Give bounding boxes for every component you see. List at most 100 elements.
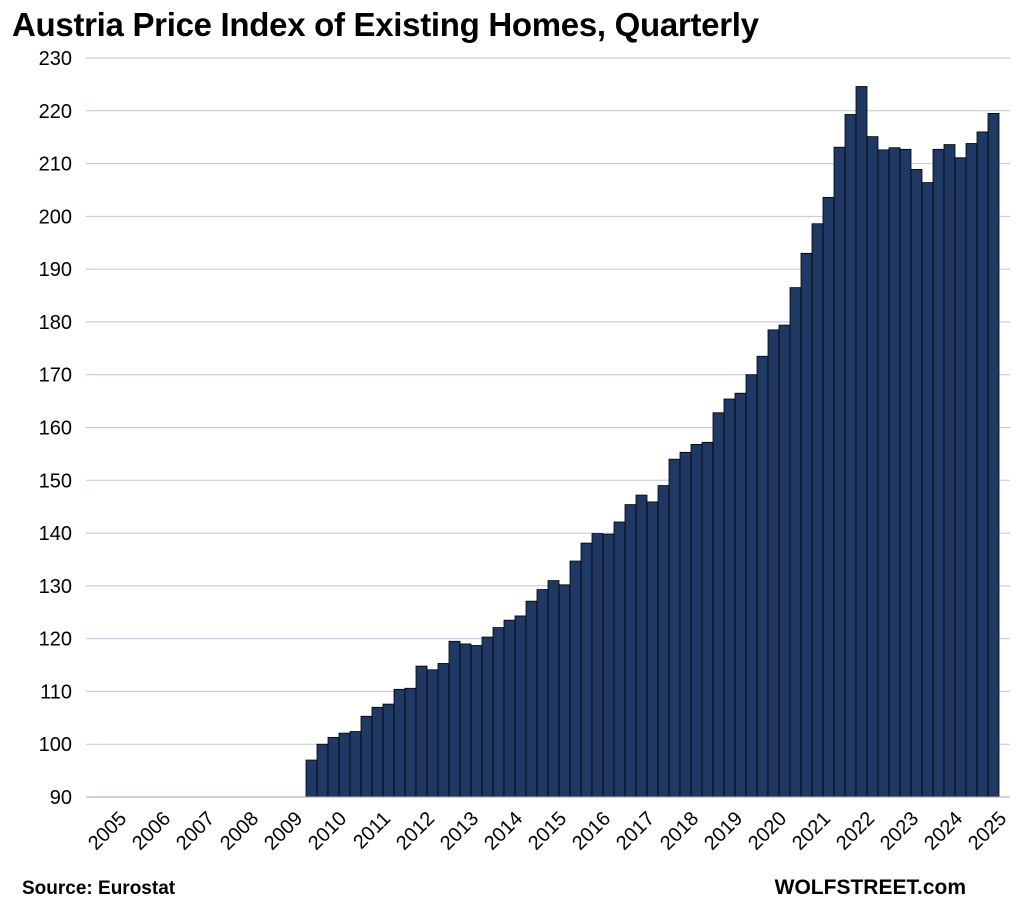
- x-tick-label: 2024: [920, 808, 967, 855]
- bar: [701, 441, 714, 798]
- bar: [316, 743, 329, 798]
- bar: [833, 146, 846, 798]
- bar: [459, 643, 472, 798]
- bar: [690, 443, 703, 798]
- bar: [734, 392, 747, 798]
- bar: [899, 148, 912, 798]
- y-tick-label: 150: [39, 470, 72, 492]
- x-tick-label: 2022: [832, 808, 879, 855]
- x-tick-label: 2025: [964, 808, 1011, 855]
- bar: [547, 580, 560, 798]
- y-tick-label: 120: [39, 629, 72, 651]
- x-tick-label: 2023: [876, 808, 923, 855]
- credit-note: WOLFSTREET.com: [774, 876, 966, 899]
- bar: [756, 355, 769, 798]
- bar: [646, 501, 659, 798]
- bar: [514, 615, 527, 798]
- x-axis-tick-labels: 2005200620072008200920102011201220132014…: [84, 808, 1011, 855]
- x-tick-label: 2005: [84, 808, 131, 855]
- x-tick-label: 2021: [788, 808, 835, 855]
- bar: [393, 688, 406, 798]
- bar: [789, 287, 802, 798]
- bar: [767, 329, 780, 798]
- y-tick-label: 140: [39, 523, 72, 545]
- bar: [371, 706, 384, 798]
- bar: [976, 131, 989, 798]
- bar: [635, 494, 648, 798]
- bar: [745, 374, 758, 798]
- bar: [492, 627, 505, 798]
- x-tick-label: 2007: [172, 808, 219, 855]
- y-tick-label: 230: [39, 48, 72, 70]
- bar: [778, 324, 791, 798]
- bar: [954, 157, 967, 798]
- x-tick-label: 2012: [392, 808, 439, 855]
- x-tick-label: 2009: [260, 808, 307, 855]
- source-note: Source: Eurostat: [22, 878, 176, 899]
- bar: [448, 640, 461, 798]
- bar: [679, 451, 692, 798]
- bar: [613, 521, 626, 798]
- bar: [888, 147, 901, 798]
- x-tick-label: 2017: [612, 808, 659, 855]
- bar: [305, 759, 318, 798]
- x-tick-label: 2016: [568, 808, 615, 855]
- bar: [525, 600, 538, 798]
- bar: [877, 149, 890, 798]
- bar: [844, 114, 857, 798]
- y-tick-label: 170: [39, 365, 72, 387]
- bar: [382, 703, 395, 798]
- bar: [481, 636, 494, 798]
- bar: [668, 458, 681, 798]
- y-tick-label: 100: [39, 734, 72, 756]
- bar: [800, 252, 813, 798]
- y-tick-label: 210: [39, 154, 72, 176]
- bar: [932, 148, 945, 798]
- bar: [437, 663, 450, 798]
- x-tick-label: 2018: [656, 808, 703, 855]
- bar: [591, 533, 604, 798]
- bar: [965, 143, 978, 798]
- bar: [503, 619, 516, 798]
- bar: [558, 584, 571, 798]
- bar: [580, 542, 593, 798]
- bar: [327, 736, 340, 798]
- y-tick-label: 130: [39, 576, 72, 598]
- bar: [338, 732, 351, 798]
- y-tick-label: 190: [39, 259, 72, 281]
- bar: [910, 168, 923, 798]
- x-tick-label: 2008: [216, 808, 263, 855]
- bar: [723, 398, 736, 798]
- bar: [987, 113, 1000, 798]
- bar: [712, 412, 725, 798]
- bars: [305, 86, 1000, 798]
- bar: [624, 504, 637, 798]
- y-tick-label: 200: [39, 206, 72, 228]
- x-tick-label: 2010: [304, 808, 351, 855]
- bar: [536, 589, 549, 798]
- y-tick-label: 90: [50, 787, 72, 809]
- x-tick-label: 2019: [700, 808, 747, 855]
- bar: [360, 715, 373, 798]
- x-tick-label: 2015: [524, 808, 571, 855]
- x-tick-label: 2006: [128, 808, 175, 855]
- bar: [602, 533, 615, 798]
- y-tick-label: 220: [39, 101, 72, 123]
- x-tick-label: 2013: [436, 808, 483, 855]
- bar: [921, 182, 934, 798]
- bar: [822, 196, 835, 798]
- bar: [349, 731, 362, 798]
- bar: [811, 223, 824, 798]
- bar: [657, 485, 670, 798]
- y-axis-tick-labels: 90 100 110 120 130 140 150 160 170 180 190 200 210 22…: [39, 48, 72, 809]
- bar: [866, 136, 879, 798]
- bar: [426, 669, 439, 798]
- x-tick-label: 2020: [744, 808, 791, 855]
- bar: [415, 665, 428, 798]
- y-tick-label: 180: [39, 312, 72, 334]
- chart-title: Austria Price Index of Existing Homes, Q…: [12, 6, 759, 43]
- y-tick-label: 160: [39, 418, 72, 440]
- x-tick-label: 2014: [480, 808, 527, 855]
- bar: [569, 560, 582, 798]
